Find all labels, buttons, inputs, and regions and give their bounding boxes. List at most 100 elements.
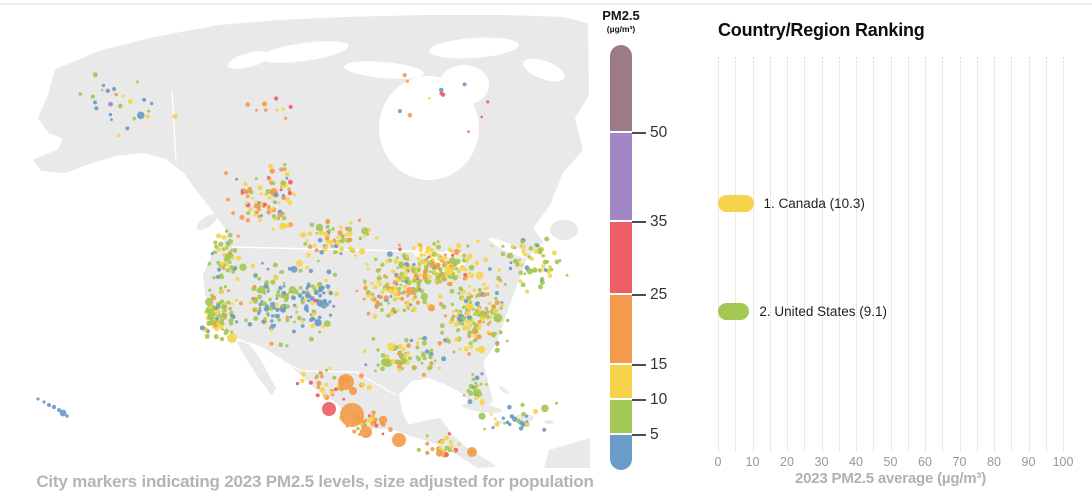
city-marker	[443, 452, 449, 458]
city-marker	[416, 267, 421, 272]
city-marker	[222, 267, 226, 271]
city-marker	[216, 260, 221, 265]
city-marker	[416, 280, 421, 285]
city-marker	[322, 245, 328, 252]
city-marker	[401, 277, 405, 281]
city-marker	[219, 274, 225, 280]
city-marker	[478, 412, 486, 420]
top-divider	[0, 3, 1092, 5]
city-marker	[439, 91, 444, 96]
city-marker	[332, 238, 336, 242]
city-marker-large	[65, 414, 69, 418]
city-marker	[380, 422, 384, 426]
colorbar-tick-mark	[632, 221, 646, 223]
alaska-border	[171, 89, 177, 163]
city-marker	[505, 318, 510, 323]
rank-bar-2	[718, 303, 750, 320]
city-marker	[207, 313, 215, 321]
city-marker	[322, 393, 327, 398]
city-marker-large	[47, 403, 51, 407]
city-marker	[520, 244, 526, 250]
city-marker	[215, 327, 219, 332]
city-marker	[421, 340, 427, 346]
x-tick-30: 30	[814, 455, 829, 469]
city-marker	[286, 292, 290, 296]
colorbar-segment-10–15	[610, 365, 632, 398]
city-marker	[460, 297, 465, 302]
city-marker	[266, 267, 270, 271]
city-marker	[263, 283, 269, 289]
x-tick-20: 20	[780, 455, 794, 469]
x-axis-label: 2023 PM2.5 average (µg/m³)	[794, 470, 987, 487]
city-marker	[396, 266, 399, 270]
city-marker	[314, 248, 319, 253]
city-marker	[291, 329, 296, 334]
city-marker	[287, 200, 293, 206]
x-tick-100: 100	[1052, 455, 1074, 469]
city-marker	[294, 305, 298, 309]
city-marker	[335, 240, 341, 246]
city-marker	[274, 96, 279, 101]
city-marker	[210, 308, 214, 312]
city-marker	[540, 279, 543, 282]
city-marker	[369, 416, 375, 422]
city-marker	[474, 309, 479, 313]
city-marker	[208, 320, 214, 326]
city-marker	[277, 317, 281, 322]
city-marker-large	[444, 266, 454, 276]
city-marker	[225, 268, 230, 273]
city-marker	[427, 255, 430, 259]
city-marker	[396, 256, 399, 260]
city-marker	[93, 100, 97, 105]
city-marker	[224, 328, 230, 334]
city-marker	[282, 193, 285, 197]
city-marker	[473, 390, 478, 396]
city-marker	[221, 234, 227, 240]
city-marker	[383, 295, 389, 301]
city-marker	[397, 350, 403, 356]
city-marker	[437, 256, 442, 261]
city-marker	[494, 291, 499, 295]
city-marker	[498, 330, 503, 335]
city-marker	[253, 315, 259, 321]
gridline	[994, 57, 995, 451]
city-marker	[392, 286, 398, 291]
city-marker	[471, 373, 475, 376]
city-marker	[521, 249, 526, 254]
city-marker	[271, 214, 277, 219]
city-marker	[386, 313, 391, 318]
city-marker	[261, 319, 266, 324]
city-marker	[332, 375, 337, 380]
city-marker	[466, 315, 472, 320]
city-marker	[405, 300, 411, 306]
city-marker	[239, 214, 245, 220]
city-marker	[347, 226, 353, 232]
city-marker	[404, 337, 409, 343]
city-marker	[457, 442, 461, 446]
city-marker	[285, 304, 290, 309]
city-marker	[312, 287, 317, 291]
city-marker	[303, 241, 308, 246]
city-marker	[282, 167, 287, 172]
city-marker	[475, 294, 479, 298]
city-marker	[406, 294, 410, 298]
city-marker	[325, 224, 330, 229]
city-marker	[315, 321, 320, 326]
city-marker	[269, 341, 274, 346]
city-marker	[270, 279, 276, 285]
city-marker	[125, 126, 130, 131]
city-marker	[474, 381, 478, 385]
city-marker	[310, 316, 314, 321]
city-marker	[412, 262, 416, 267]
city-marker	[439, 87, 444, 93]
city-marker	[298, 268, 303, 273]
city-marker	[325, 302, 330, 307]
city-marker	[306, 252, 311, 258]
x-tick-60: 60	[918, 455, 932, 469]
city-marker	[435, 252, 440, 257]
colorbar-tick-label: 35	[650, 213, 668, 230]
city-marker	[488, 320, 492, 324]
city-marker	[413, 295, 418, 299]
colorbar-segment-50+	[610, 45, 632, 131]
